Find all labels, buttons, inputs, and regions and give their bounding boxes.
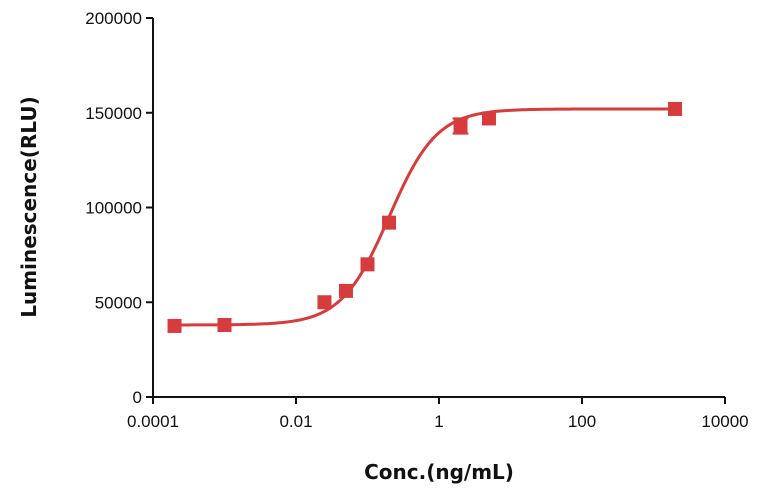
data-points-layer [167, 101, 683, 333]
data-point [382, 215, 397, 230]
x-tick-label: 0.01 [279, 412, 312, 431]
axes [152, 18, 725, 398]
y-tick-label: 150000 [85, 104, 142, 123]
data-point [217, 317, 232, 332]
data-point [481, 111, 496, 126]
data-point [360, 257, 375, 272]
x-tick-label: 100 [568, 412, 596, 431]
y-tick-label: 0 [133, 388, 142, 407]
fit-curve [174, 107, 676, 327]
fit-curve-layer [174, 107, 676, 327]
y-tick-label: 200000 [85, 9, 142, 28]
data-point [167, 318, 182, 333]
data-point [668, 101, 683, 116]
ticks: 0 50000 100000 150000 200000 0.0001 0.01 1 100 10… [85, 9, 748, 431]
x-tick-label: 1 [434, 412, 443, 431]
data-point [317, 295, 332, 310]
y-axis-title: Luminescence(RLU) [17, 96, 41, 317]
x-tick-label: 10000 [701, 412, 748, 431]
data-point [338, 283, 353, 298]
y-tick-label: 50000 [95, 293, 142, 312]
y-tick-label: 100000 [85, 199, 142, 218]
x-tick-label: 0.0001 [127, 412, 179, 431]
x-axis-title: Conc.(ng/mL) [364, 460, 514, 484]
data-point [453, 119, 468, 134]
